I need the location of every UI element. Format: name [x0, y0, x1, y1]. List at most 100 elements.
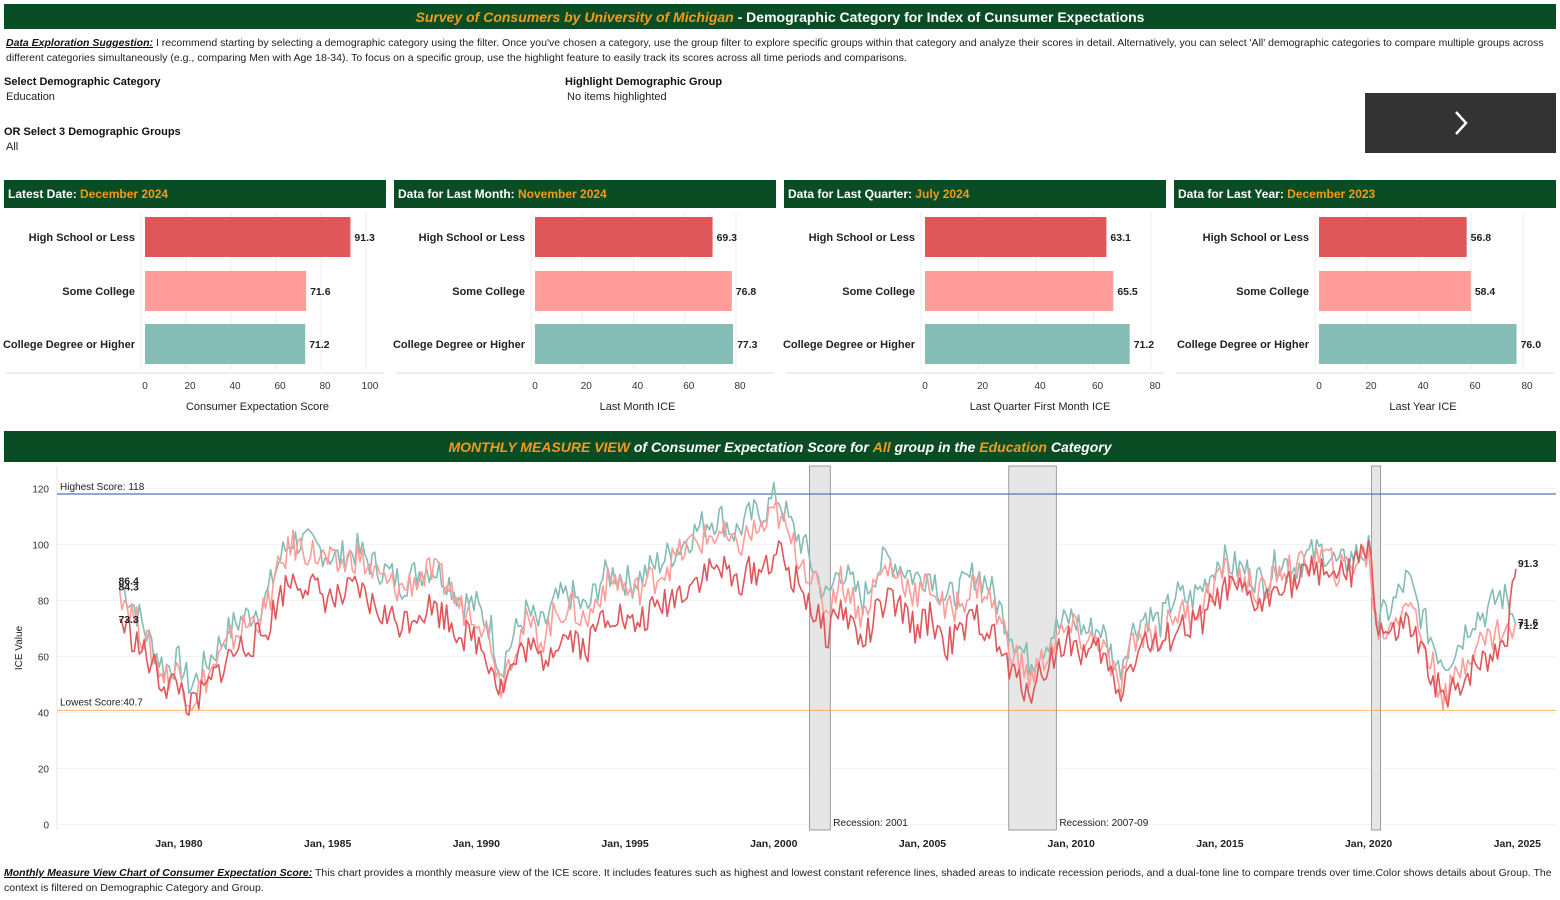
data-label: 56.8: [1471, 232, 1492, 244]
start-label: 86.4: [118, 575, 139, 587]
category-label: College Degree or Higher: [1177, 339, 1310, 351]
x-tick-label: 0: [922, 381, 928, 392]
category-label: High School or Less: [419, 232, 525, 244]
x-tick-label: Jan, 2015: [1196, 838, 1243, 850]
category-label: College Degree or Higher: [783, 339, 916, 351]
x-tick-label: 20: [581, 381, 593, 392]
y-tick-label: 100: [32, 540, 49, 551]
groups-filter[interactable]: OR Select 3 Demographic Groups All: [4, 126, 304, 153]
x-tick-label: 20: [1365, 381, 1377, 392]
bar: [145, 324, 306, 364]
x-tick-label: 0: [142, 381, 148, 392]
x-tick-label: 0: [532, 381, 538, 392]
bar-chart-panel-2: High School or Less 69.3 Some College 76.8 C…: [393, 212, 774, 413]
category-label: Some College: [842, 286, 915, 298]
suggestion-label: Data Exploration Suggestion:: [6, 37, 154, 49]
highlight-filter-label: Highlight Demographic Group: [565, 76, 723, 88]
bar: [925, 217, 1107, 257]
y-axis-title: ICE Value: [14, 625, 25, 670]
category-label: High School or Less: [809, 232, 915, 244]
x-tick-label: 20: [977, 381, 989, 392]
groups-filter-value[interactable]: All: [6, 141, 19, 153]
data-label: 69.3: [717, 232, 738, 244]
monthly-title-part4: group in the: [894, 438, 976, 455]
x-tick-label: 40: [632, 381, 644, 392]
x-tick-label: Jan, 2000: [750, 838, 797, 850]
data-label: 76.0: [1521, 339, 1542, 351]
x-tick-label: Jan, 1985: [304, 838, 351, 850]
panel-label: Data for Last Month:: [398, 187, 515, 201]
x-tick-label: 20: [184, 381, 196, 392]
x-tick-label: 60: [1469, 381, 1481, 392]
title-separator: -: [737, 8, 743, 25]
x-tick-label: 80: [1149, 381, 1161, 392]
panel-label: Latest Date:: [8, 187, 77, 201]
footnote-label: Monthly Measure View Chart of Consumer E…: [4, 867, 313, 879]
chart-footnote: Monthly Measure View Chart of Consumer E…: [4, 866, 1556, 896]
end-label: 91.3: [1518, 558, 1539, 570]
end-label: 71.2: [1518, 620, 1539, 632]
x-tick-label: 60: [1092, 381, 1104, 392]
category-filter[interactable]: Select Demographic Category Education: [4, 76, 304, 103]
category-label: Some College: [1236, 286, 1309, 298]
monthly-line-chart: 0 20 40 60 80 100 120 ICE Value Recession: 2001 R…: [14, 465, 1556, 850]
monthly-title-part6: Category: [1050, 438, 1112, 455]
monthly-title-group: All: [872, 438, 891, 455]
chevron-right-icon: [1454, 111, 1468, 135]
recession-band: [1371, 465, 1381, 831]
data-label: 71.2: [309, 339, 330, 351]
y-tick-label: 0: [43, 820, 49, 831]
title-survey: Survey of Consumers by: [415, 8, 581, 25]
start-label: 73.3: [118, 614, 139, 626]
bar: [535, 271, 732, 311]
panel-label: Data for Last Year:: [1178, 187, 1284, 201]
x-tick-label: Jan, 2025: [1494, 838, 1541, 850]
panel-date: December 2023: [1287, 187, 1376, 201]
x-tick-label: Jan, 2005: [899, 838, 946, 850]
category-filter-value[interactable]: Education: [6, 91, 55, 103]
highlight-filter-value[interactable]: No items highlighted: [567, 91, 667, 103]
x-axis-title: Consumer Expectation Score: [186, 401, 329, 413]
x-axis-title: Last Month ICE: [600, 401, 676, 413]
data-label: 63.1: [1110, 232, 1131, 244]
monthly-view-header: MONTHLY MEASURE VIEW of Consumer Expecta…: [4, 431, 1556, 462]
bar: [535, 217, 713, 257]
series-line-some: [118, 499, 1517, 712]
data-label: 71.2: [1134, 339, 1155, 351]
panel-header-latest: Latest Date: December 2024: [4, 180, 386, 208]
x-axis-title: Last Year ICE: [1389, 401, 1456, 413]
category-label: College Degree or Higher: [3, 339, 136, 351]
category-label: College Degree or Higher: [393, 339, 526, 351]
groups-filter-label: OR Select 3 Demographic Groups: [4, 126, 181, 138]
dashboard-title: Survey of Consumers by University of Mic…: [4, 4, 1556, 29]
panel-date: July 2024: [915, 187, 970, 201]
panel-header-last-month: Data for Last Month: November 2024: [394, 180, 776, 208]
data-label: 91.3: [354, 232, 375, 244]
bar: [1319, 271, 1471, 311]
bar-charts: High School or Less 91.3 Some College 71.6 C…: [3, 212, 1554, 413]
exploration-suggestion: Data Exploration Suggestion: I recommend…: [6, 36, 1546, 65]
x-tick-label: 60: [683, 381, 695, 392]
x-tick-label: 40: [1417, 381, 1429, 392]
monthly-title-part1: MONTHLY MEASURE VIEW: [448, 438, 630, 455]
end-label: 71.6: [1518, 617, 1539, 629]
panel-label: Data for Last Quarter:: [788, 187, 913, 201]
title-subject: Demographic Category for Index of Cunsum…: [746, 8, 1145, 25]
highest-score-label: Highest Score: 118: [60, 482, 145, 493]
x-tick-label: Jan, 1995: [601, 838, 648, 850]
highlight-filter[interactable]: Highlight Demographic Group No items hig…: [565, 76, 865, 103]
data-label: 76.8: [736, 286, 757, 298]
data-label: 65.5: [1117, 286, 1138, 298]
x-tick-label: 40: [1034, 381, 1046, 392]
recession-band: [809, 465, 831, 831]
next-page-button[interactable]: [1365, 93, 1556, 153]
series-line-college: [118, 481, 1517, 695]
title-university: University of Michigan: [584, 8, 734, 25]
x-tick-label: 0: [1316, 381, 1322, 392]
suggestion-text: I recommend starting by selecting a demo…: [6, 37, 1544, 64]
monthly-title-category: Education: [979, 438, 1047, 455]
x-axis-title: Last Quarter First Month ICE: [970, 401, 1111, 413]
category-label: High School or Less: [29, 232, 135, 244]
lowest-score-label: Lowest Score:40.7: [60, 697, 143, 708]
data-label: 77.3: [737, 339, 758, 351]
